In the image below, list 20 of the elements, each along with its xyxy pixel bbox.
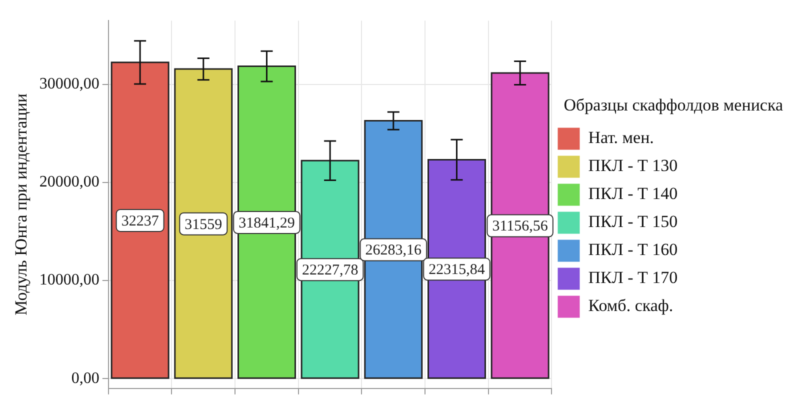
legend-title: Образцы скаффолдов мениска [564,95,784,114]
data-label: 32237 [121,213,160,230]
y-tick-label: 0,00 [71,370,100,387]
legend-label: ПКЛ - Т 150 [588,212,678,232]
data-label: 22227,78 [302,262,358,279]
legend-label: ПКЛ - Т 170 [588,268,678,288]
legend-label: ПКЛ - Т 140 [588,184,678,204]
legend-label: Комб. скаф. [588,296,674,316]
y-tick-label: 20000,00 [39,174,100,191]
y-tick-label: 30000,00 [39,76,100,93]
legend-label: ПКЛ - Т 160 [588,240,678,260]
y-axis-title: Модуль Юнга при индентации [12,94,31,316]
data-label: 26283,16 [365,242,422,259]
data-label: 31841,29 [238,215,295,232]
y-tick-label: 10000,00 [39,272,100,289]
data-label: 22315,84 [428,262,486,278]
data-label: 31559 [184,216,222,233]
legend-label: ПКЛ - Т 130 [588,156,678,176]
legend-label: Нат. мен. [588,128,654,148]
data-label: 31156,56 [492,218,548,235]
